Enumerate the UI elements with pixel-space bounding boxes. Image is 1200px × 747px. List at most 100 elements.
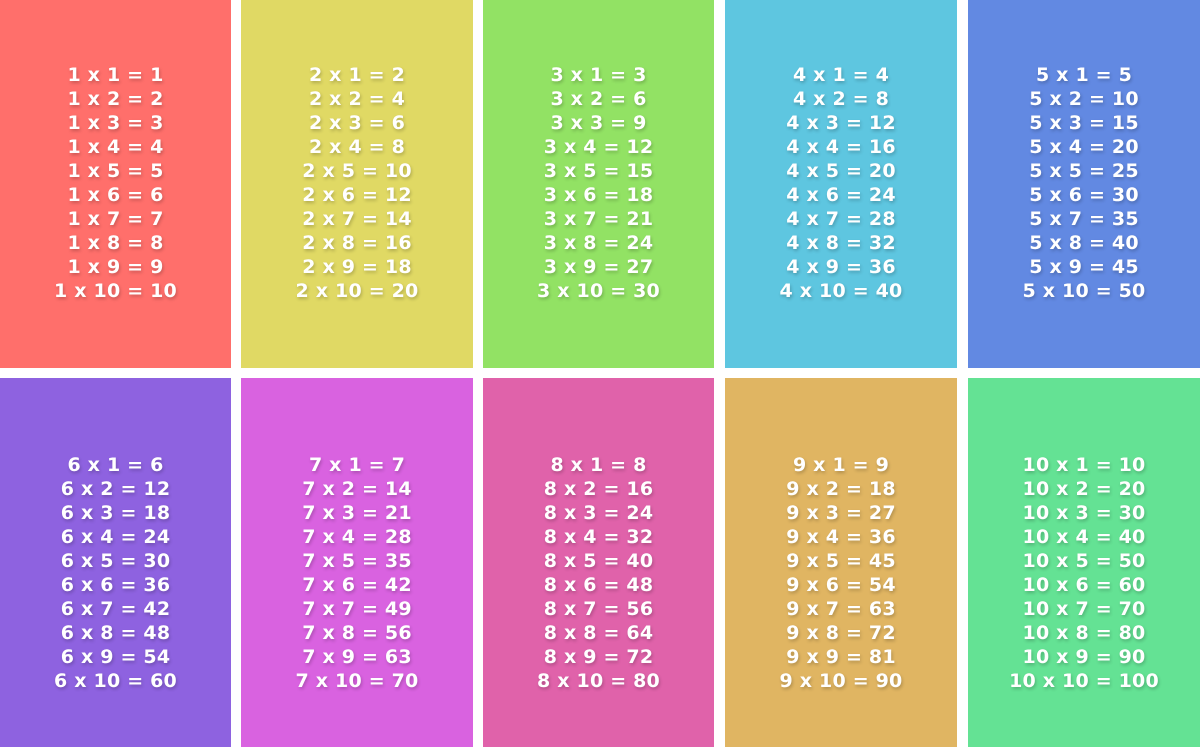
equation-line: 10 x 7 = 70: [1022, 598, 1146, 620]
equation-line: 6 x 5 = 30: [60, 550, 171, 572]
equation-line: 7 x 7 = 49: [302, 598, 412, 620]
equation-line: 2 x 10 = 20: [295, 280, 419, 302]
equation-line: 5 x 6 = 30: [1029, 184, 1139, 206]
equation-line: 7 x 9 = 63: [302, 646, 412, 668]
equation-line: 5 x 2 = 10: [1029, 88, 1139, 110]
equation-line: 8 x 2 = 16: [543, 478, 654, 500]
equation-line: 10 x 1 = 10: [1022, 454, 1146, 476]
equation-line: 4 x 9 = 36: [786, 256, 896, 278]
equation-line: 5 x 5 = 25: [1029, 160, 1139, 182]
equation-line: 4 x 7 = 28: [786, 208, 896, 230]
equation-line: 9 x 1 = 9: [792, 454, 890, 476]
equation-line: 1 x 8 = 8: [67, 232, 164, 254]
equation-line: 7 x 5 = 35: [302, 550, 412, 572]
equation-line: 8 x 5 = 40: [543, 550, 654, 572]
times-table-card-10: 10 x 1 = 10 10 x 2 = 20 10 x 3 = 30 10 x 4 …: [968, 378, 1200, 747]
equation-line: 9 x 9 = 81: [786, 646, 896, 668]
equation-line: 5 x 10 = 50: [1022, 280, 1146, 302]
equation-line: 2 x 1 = 2: [308, 64, 406, 86]
equation-line: 5 x 3 = 15: [1029, 112, 1139, 134]
equation-line: 8 x 1 = 8: [550, 454, 647, 476]
equation-line: 9 x 7 = 63: [786, 598, 896, 620]
equation-line: 10 x 9 = 90: [1022, 646, 1146, 668]
equation-line: 8 x 3 = 24: [543, 502, 654, 524]
equation-line: 5 x 1 = 5: [1035, 64, 1133, 86]
equation-line: 4 x 5 = 20: [786, 160, 896, 182]
equation-line: 3 x 8 = 24: [543, 232, 654, 254]
equation-line: 10 x 3 = 30: [1022, 502, 1146, 524]
equation-line: 4 x 8 = 32: [786, 232, 896, 254]
equation-line: 1 x 6 = 6: [67, 184, 164, 206]
equation-line: 3 x 10 = 30: [537, 280, 660, 302]
equation-line: 2 x 2 = 4: [308, 88, 406, 110]
equation-line: 4 x 1 = 4: [792, 64, 890, 86]
equation-line: 8 x 10 = 80: [537, 670, 660, 692]
equation-line: 3 x 6 = 18: [543, 184, 654, 206]
equation-line: 5 x 7 = 35: [1029, 208, 1139, 230]
equation-line: 2 x 8 = 16: [302, 232, 412, 254]
equation-line: 6 x 9 = 54: [60, 646, 171, 668]
equation-line: 7 x 8 = 56: [302, 622, 412, 644]
equation-line: 9 x 4 = 36: [786, 526, 896, 548]
equation-line: 8 x 8 = 64: [543, 622, 654, 644]
equation-line: 1 x 5 = 5: [67, 160, 164, 182]
equation-line: 1 x 2 = 2: [67, 88, 164, 110]
equation-line: 5 x 9 = 45: [1029, 256, 1139, 278]
equation-line: 3 x 2 = 6: [550, 88, 647, 110]
equation-line: 2 x 4 = 8: [308, 136, 406, 158]
equation-line: 7 x 1 = 7: [308, 454, 406, 476]
equation-line: 9 x 3 = 27: [786, 502, 896, 524]
equation-line: 10 x 2 = 20: [1022, 478, 1146, 500]
equation-line: 9 x 8 = 72: [786, 622, 896, 644]
equation-line: 9 x 5 = 45: [786, 550, 896, 572]
equation-line: 4 x 2 = 8: [792, 88, 890, 110]
equation-line: 3 x 1 = 3: [550, 64, 647, 86]
equation-line: 1 x 10 = 10: [54, 280, 177, 302]
equation-line: 6 x 2 = 12: [60, 478, 171, 500]
equation-line: 4 x 4 = 16: [786, 136, 896, 158]
equation-line: 1 x 7 = 7: [67, 208, 164, 230]
equation-line: 7 x 6 = 42: [302, 574, 412, 596]
equation-line: 7 x 3 = 21: [302, 502, 412, 524]
equation-line: 5 x 8 = 40: [1029, 232, 1139, 254]
equation-line: 8 x 4 = 32: [543, 526, 654, 548]
equation-line: 8 x 9 = 72: [543, 646, 654, 668]
equation-line: 2 x 7 = 14: [302, 208, 412, 230]
equation-line: 3 x 9 = 27: [543, 256, 654, 278]
equation-line: 7 x 10 = 70: [295, 670, 419, 692]
equation-line: 6 x 8 = 48: [60, 622, 171, 644]
equation-line: 6 x 4 = 24: [60, 526, 171, 548]
equation-line: 3 x 4 = 12: [543, 136, 654, 158]
equation-line: 3 x 3 = 9: [550, 112, 647, 134]
equation-line: 3 x 7 = 21: [543, 208, 654, 230]
equation-line: 8 x 7 = 56: [543, 598, 654, 620]
equation-line: 10 x 6 = 60: [1022, 574, 1146, 596]
equation-line: 10 x 4 = 40: [1022, 526, 1146, 548]
equation-line: 1 x 9 = 9: [67, 256, 164, 278]
equation-line: 1 x 1 = 1: [67, 64, 164, 86]
equation-line: 6 x 1 = 6: [67, 454, 164, 476]
equation-line: 2 x 9 = 18: [302, 256, 412, 278]
equation-line: 2 x 5 = 10: [302, 160, 412, 182]
equation-line: 4 x 10 = 40: [779, 280, 903, 302]
equation-line: 7 x 4 = 28: [302, 526, 412, 548]
equation-line: 9 x 10 = 90: [779, 670, 903, 692]
equation-line: 9 x 2 = 18: [786, 478, 896, 500]
equation-line: 6 x 3 = 18: [60, 502, 171, 524]
equation-line: 1 x 3 = 3: [67, 112, 164, 134]
equation-line: 3 x 5 = 15: [543, 160, 654, 182]
equation-line: 9 x 6 = 54: [786, 574, 896, 596]
equation-line: 10 x 5 = 50: [1022, 550, 1146, 572]
equation-line: 6 x 10 = 60: [54, 670, 177, 692]
equation-line: 6 x 7 = 42: [60, 598, 171, 620]
equation-line: 10 x 8 = 80: [1022, 622, 1146, 644]
equation-line: 4 x 6 = 24: [786, 184, 896, 206]
equation-line: 1 x 4 = 4: [67, 136, 164, 158]
equation-line: 5 x 4 = 20: [1029, 136, 1139, 158]
